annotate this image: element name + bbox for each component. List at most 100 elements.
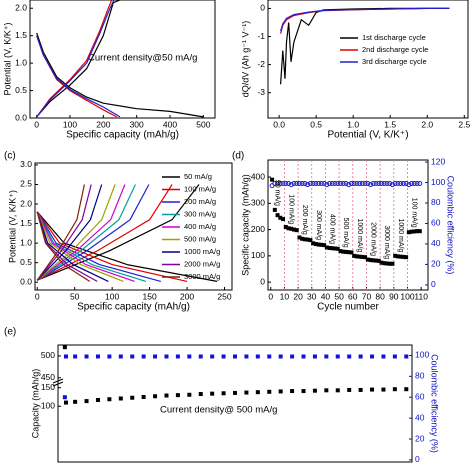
data-point (84, 399, 89, 404)
data-point (267, 354, 272, 359)
x-tick-label: 30 (307, 291, 317, 301)
data-point (376, 258, 381, 263)
y2-tick-label: 20 (415, 433, 425, 443)
y-tick-label: -2 (257, 59, 265, 69)
data-point (118, 396, 123, 401)
data-point (393, 253, 398, 258)
x-tick-label: 80 (375, 291, 385, 301)
data-point (278, 215, 283, 220)
plot-frame (29, 0, 216, 119)
data-point (411, 181, 417, 187)
data-point (272, 207, 277, 212)
data-point (233, 354, 237, 359)
data-point (290, 389, 295, 394)
y-tick-label: -3 (257, 87, 265, 97)
plot-frame (267, 0, 469, 119)
data-point (297, 235, 302, 240)
x-tick-label: 60 (348, 291, 358, 301)
y-tick-label: 1.0 (15, 57, 27, 67)
data-point (210, 391, 215, 396)
data-point (301, 389, 306, 394)
data-point (187, 392, 192, 397)
x-tick-label: 1.5 (384, 119, 396, 129)
data-point (288, 182, 294, 188)
data-point (73, 354, 78, 359)
x-tick-label: 50 (70, 291, 80, 301)
data-line (36, 184, 109, 282)
data-line (36, 0, 121, 118)
data-point (324, 245, 329, 250)
data-point (417, 229, 422, 234)
y2-tick-label: 60 (431, 218, 441, 228)
data-point (327, 245, 332, 250)
y-tick-label: 1.5 (20, 218, 32, 228)
y-axis-label: Specific capacity (mAh/g) (240, 174, 250, 276)
x-tick-label: 300 (130, 119, 144, 129)
data-point (347, 354, 352, 359)
data-point (387, 181, 393, 187)
rate-label: 1000 mA/g (397, 219, 404, 253)
x-tick-label: 40 (321, 291, 331, 301)
data-point (307, 181, 313, 187)
data-point (333, 246, 338, 251)
x-tick-label: 500 (196, 119, 210, 129)
x-tick-label: 110 (414, 291, 428, 301)
data-point (291, 181, 297, 187)
data-point (365, 257, 370, 262)
data-point (73, 399, 78, 404)
data-point (277, 181, 283, 187)
x-axis-label: Specific capacity (mAh/g) (77, 302, 190, 313)
legend-label: 50 mA/g (184, 172, 212, 181)
y-axis-label: dQ/dV (Ah g⁻¹ V⁻¹) (240, 21, 250, 98)
data-point (392, 387, 397, 392)
data-point (381, 181, 387, 187)
data-point (392, 181, 398, 187)
y2-tick-label: 100 (431, 177, 445, 187)
data-point (351, 181, 357, 187)
data-point (335, 181, 341, 187)
data-point (221, 391, 226, 396)
data-point (360, 254, 365, 259)
data-point (267, 389, 272, 394)
data-line (36, 184, 188, 282)
data-point (354, 254, 359, 259)
data-point (321, 181, 327, 187)
data-point (371, 258, 376, 263)
data-point (370, 181, 376, 187)
y2-tick-label: 100 (415, 350, 429, 360)
data-point (363, 255, 368, 260)
legend-label: 1000 mA/g (184, 247, 220, 256)
data-point (289, 226, 294, 231)
data-point (278, 354, 283, 359)
x-tick-label: 70 (362, 291, 372, 301)
data-point (330, 246, 335, 251)
legend-label: 3rd discharge cycle (362, 57, 427, 66)
data-point (198, 392, 203, 397)
legend-label: 300 mA/g (184, 209, 216, 218)
data-point (335, 246, 340, 251)
data-point (294, 228, 299, 233)
y-tick-label: 0 (260, 3, 265, 13)
data-point (343, 249, 348, 254)
data-point (358, 387, 363, 392)
data-point (327, 181, 333, 187)
y2-tick-label: 80 (431, 197, 441, 207)
data-point (406, 182, 412, 188)
rate-label: 200 mA/g (301, 205, 308, 235)
legend-label: 2nd discharge cycle (362, 45, 428, 54)
y-tick-label: 0.0 (15, 112, 27, 122)
rate-label: 3000 mA/g (383, 225, 390, 259)
y-tick-label: 2.0 (20, 198, 32, 208)
data-point (130, 354, 135, 359)
data-point (368, 258, 373, 263)
data-point (275, 213, 280, 218)
data-point (324, 388, 329, 393)
data-point (349, 250, 354, 255)
data-point (244, 390, 249, 395)
x-tick-label: 100 (63, 119, 77, 129)
plot-frame (34, 162, 233, 291)
y2-tick-label: 0 (431, 279, 436, 289)
y-tick-label: 100 (41, 401, 55, 411)
y2-axis-label: Coulombic efficiency (%) (430, 354, 440, 453)
